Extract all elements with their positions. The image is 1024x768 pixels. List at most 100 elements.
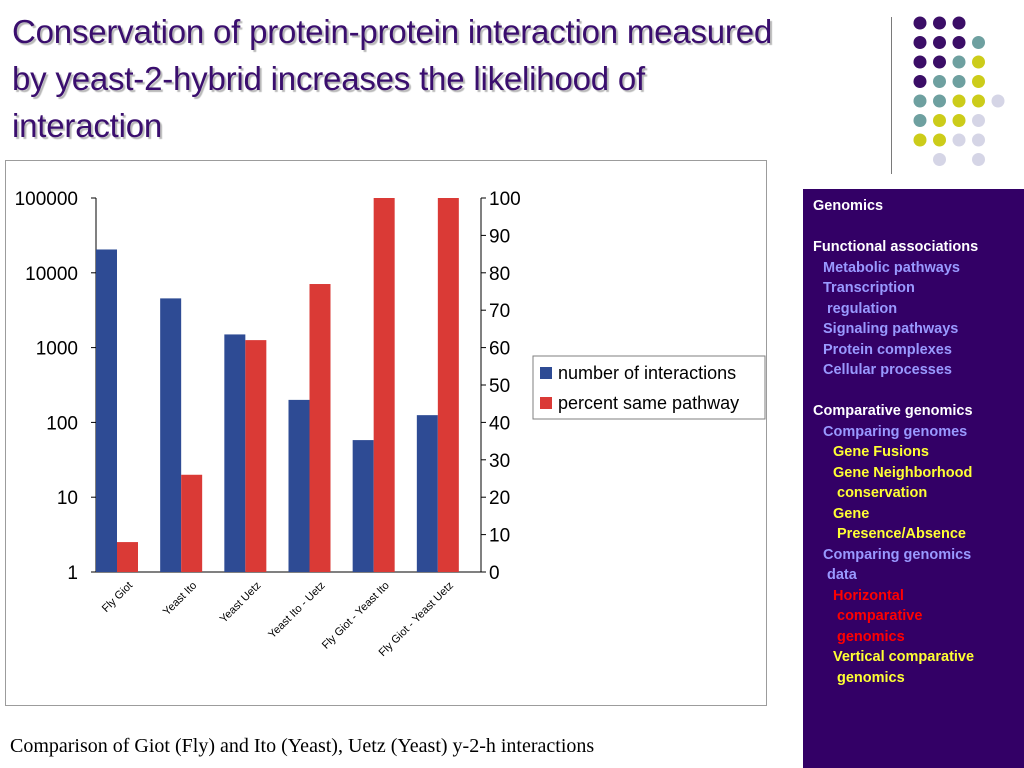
legend-label: number of interactions bbox=[558, 363, 736, 383]
bar-number-of-interactions bbox=[288, 399, 310, 572]
decor-dot bbox=[952, 55, 966, 69]
right-tick-label: 70 bbox=[489, 301, 510, 322]
bar-percent-same-pathway bbox=[117, 542, 138, 572]
sidebar-item: comparative bbox=[837, 608, 923, 624]
decor-dot bbox=[913, 114, 927, 127]
x-tick-label: Fly Giot - Yeast Ito bbox=[320, 580, 392, 652]
decor-dot bbox=[913, 94, 927, 108]
sidebar-item: Signaling pathways bbox=[823, 321, 959, 337]
x-tick-label: Yeast Ito bbox=[161, 580, 199, 618]
right-tick-label: 60 bbox=[489, 339, 510, 360]
bar-percent-same-pathway bbox=[181, 474, 203, 572]
sidebar-item: regulation bbox=[827, 300, 898, 317]
x-tick-label: Fly Giot - Yeast Uetz bbox=[377, 580, 456, 659]
sidebar-item: genomics bbox=[837, 628, 905, 645]
decor-dot bbox=[933, 16, 946, 30]
decor-dot bbox=[972, 153, 985, 166]
x-tick-label: Yeast Ito - Uetz bbox=[266, 580, 327, 641]
decor-dot bbox=[933, 75, 946, 88]
decor-dot bbox=[972, 75, 985, 88]
sidebar-item: Protein complexes bbox=[823, 341, 952, 358]
decor-dot bbox=[933, 114, 946, 127]
x-tick-label: Yeast Uetz bbox=[218, 580, 264, 626]
right-tick-label: 30 bbox=[489, 451, 510, 472]
sidebar-item: Comparative genomics bbox=[813, 403, 973, 419]
sidebar-item: Cellular processes bbox=[823, 362, 952, 378]
bar-number-of-interactions bbox=[416, 415, 438, 572]
decor-dot bbox=[972, 133, 985, 147]
decor-dot bbox=[991, 94, 1005, 108]
decor-dot bbox=[913, 16, 927, 30]
sidebar-item: Comparing genomes bbox=[823, 423, 968, 440]
decor-dot bbox=[972, 55, 985, 69]
decor-dot bbox=[933, 133, 946, 147]
bar-percent-same-pathway bbox=[245, 340, 267, 572]
sidebar-item: Metabolic pathways bbox=[823, 259, 960, 276]
decorative-dot-grid bbox=[913, 16, 1005, 166]
decor-dot bbox=[952, 94, 966, 108]
left-tick-label: 1 bbox=[67, 563, 78, 584]
left-tick-label: 100 bbox=[46, 413, 78, 434]
decor-dot bbox=[972, 36, 985, 49]
sidebar-item: Genomics bbox=[813, 198, 884, 214]
decor-dot bbox=[972, 114, 985, 127]
decor-dot bbox=[933, 36, 946, 49]
right-tick-label: 10 bbox=[489, 526, 510, 547]
bar-percent-same-pathway bbox=[309, 284, 331, 572]
decor-dot bbox=[933, 55, 946, 69]
right-tick-label: 80 bbox=[489, 264, 510, 285]
bar-number-of-interactions bbox=[96, 249, 117, 572]
decor-dot bbox=[952, 36, 966, 49]
decor-dot bbox=[913, 75, 927, 88]
slide-title: Conservation of protein-protein interact… bbox=[12, 13, 773, 144]
sidebar-spacer bbox=[813, 381, 1024, 402]
decor-dot bbox=[933, 153, 946, 166]
left-tick-label: 1000 bbox=[36, 339, 78, 360]
sidebar-spacer bbox=[813, 217, 1024, 238]
legend-box bbox=[532, 355, 766, 420]
sidebar-item: Presence/Absence bbox=[837, 526, 966, 542]
left-tick-label: 10000 bbox=[25, 264, 78, 285]
sidebar-item: Comparing genomics bbox=[823, 546, 972, 563]
right-tick-label: 100 bbox=[489, 189, 521, 210]
bar-percent-same-pathway bbox=[437, 198, 459, 572]
left-tick-label: 10 bbox=[57, 488, 78, 509]
sidebar-item: Gene Fusions bbox=[833, 444, 929, 460]
sidebar-item: Vertical comparative bbox=[833, 649, 975, 665]
decor-dot bbox=[972, 94, 985, 108]
sidebar-item: data bbox=[827, 567, 857, 583]
left-tick-label: 100000 bbox=[15, 189, 78, 210]
right-tick-label: 50 bbox=[489, 376, 510, 397]
chart-frame: 1 10 100 1000 10000 100000 0 10 20 30 40 50 60 70 80 90… bbox=[5, 160, 767, 706]
bar-number-of-interactions bbox=[160, 298, 182, 572]
right-tick-label: 40 bbox=[489, 413, 510, 434]
sidebar-item: Gene Neighborhood bbox=[833, 464, 973, 481]
decor-dot bbox=[913, 55, 927, 69]
divider-line bbox=[891, 17, 892, 174]
x-tick-label: Fly Giot bbox=[100, 580, 135, 615]
decor-dot bbox=[913, 36, 927, 49]
legend-swatch bbox=[540, 367, 552, 379]
right-tick-label: 0 bbox=[489, 563, 500, 584]
sidebar-item: Functional associations bbox=[813, 239, 979, 255]
bar-chart: 1 10 100 1000 10000 100000 0 10 20 30 40 50 60 70 80 90… bbox=[15, 189, 766, 659]
right-tick-label: 20 bbox=[489, 488, 510, 509]
bar-number-of-interactions bbox=[224, 334, 246, 572]
decor-dot bbox=[952, 16, 966, 30]
bar-number-of-interactions bbox=[352, 440, 374, 572]
legend-label: percent same pathway bbox=[558, 393, 739, 413]
chart-caption: Comparison of Giot (Fly) and Ito (Yeast)… bbox=[10, 735, 595, 757]
decor-dot bbox=[952, 114, 966, 127]
decor-dot bbox=[952, 133, 966, 147]
sidebar-item: genomics bbox=[837, 669, 905, 686]
decor-dot bbox=[913, 133, 927, 147]
sidebar-item: Horizontal bbox=[833, 587, 904, 604]
chart-legend: number of interactions percent same pathw… bbox=[532, 355, 766, 420]
legend-swatch bbox=[540, 397, 552, 409]
topic-sidebar: Genomics Functional associations Metaboli… bbox=[803, 189, 1024, 768]
decor-dot bbox=[933, 94, 946, 108]
sidebar-item: Gene bbox=[833, 505, 870, 522]
right-tick-label: 90 bbox=[489, 226, 510, 247]
sidebar-item: Transcription bbox=[823, 280, 915, 296]
bar-percent-same-pathway bbox=[373, 198, 395, 572]
